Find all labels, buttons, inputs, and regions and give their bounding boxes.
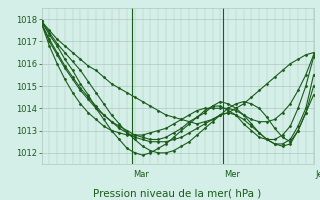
Text: Mar: Mar [133, 170, 149, 179]
Text: Mer: Mer [224, 170, 240, 179]
Text: Pression niveau de la mer( hPa ): Pression niveau de la mer( hPa ) [93, 189, 262, 199]
Text: Jeu: Jeu [315, 170, 320, 179]
